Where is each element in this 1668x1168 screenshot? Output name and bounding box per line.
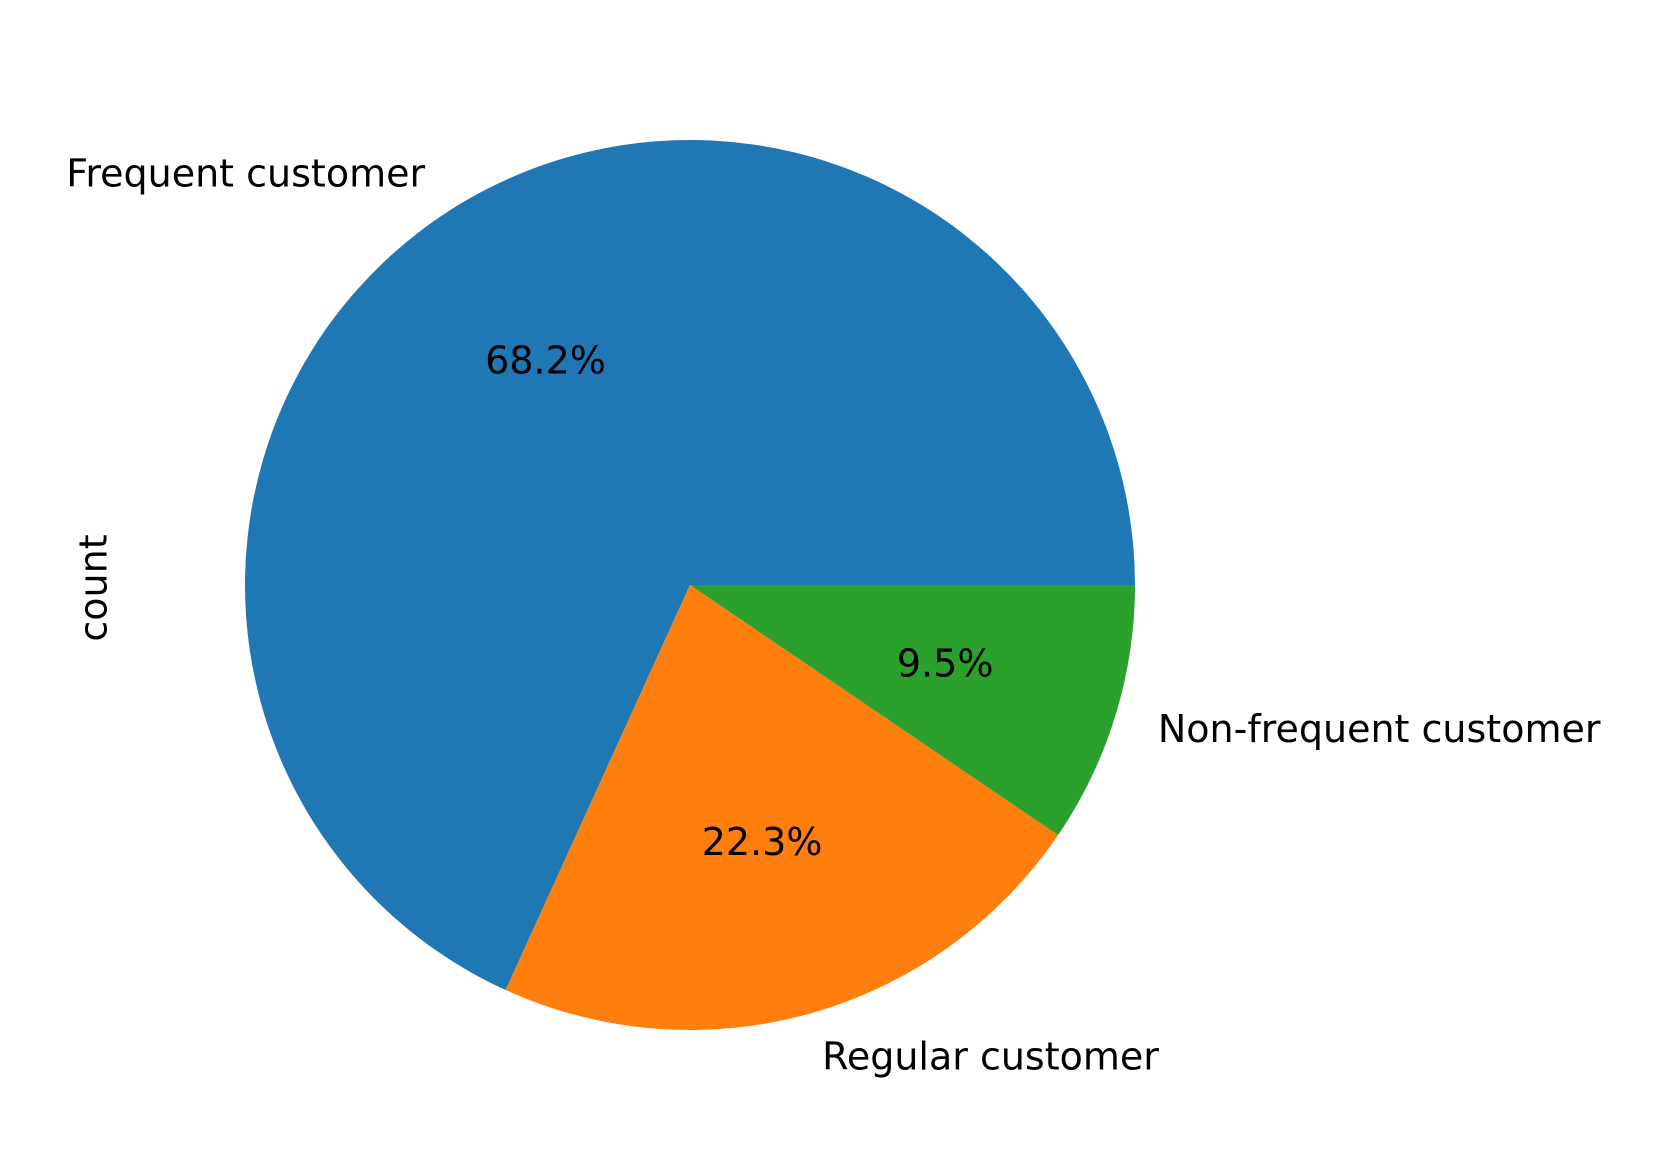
category-labels: Frequent customer Regular customer Non-fre… xyxy=(66,151,1601,1078)
y-axis-label: count xyxy=(72,534,116,641)
pie-slice-non-frequent-customer xyxy=(690,585,1135,836)
pie-slice-frequent-customer xyxy=(244,139,1135,990)
percent-label-non-frequent-customer: 9.5% xyxy=(897,642,994,686)
category-label-non-frequent-customer: Non-frequent customer xyxy=(1158,707,1601,751)
category-label-frequent-customer: Frequent customer xyxy=(66,151,425,195)
category-label-regular-customer: Regular customer xyxy=(822,1034,1159,1078)
percent-label-regular-customer: 22.3% xyxy=(702,820,823,864)
percent-label-frequent-customer: 68.2% xyxy=(485,338,606,382)
pie-slices xyxy=(244,139,1135,1030)
percent-labels: 68.2% 22.3% 9.5% xyxy=(485,338,993,864)
pie-slice-regular-customer xyxy=(505,585,1059,1030)
